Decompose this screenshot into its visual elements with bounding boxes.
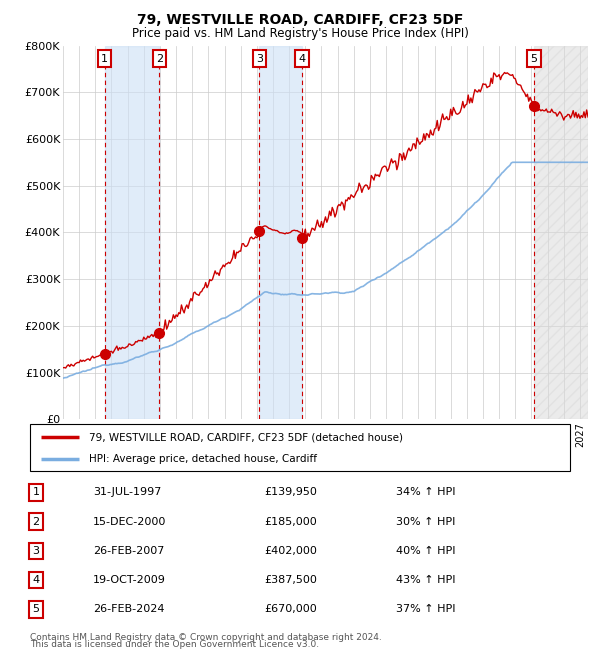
Text: 43% ↑ HPI: 43% ↑ HPI — [396, 575, 455, 585]
Text: 4: 4 — [32, 575, 40, 585]
Text: 79, WESTVILLE ROAD, CARDIFF, CF23 5DF: 79, WESTVILLE ROAD, CARDIFF, CF23 5DF — [137, 13, 463, 27]
Text: £670,000: £670,000 — [264, 604, 317, 614]
Text: £139,950: £139,950 — [264, 488, 317, 497]
Bar — [534, 46, 588, 419]
Text: £185,000: £185,000 — [264, 517, 317, 526]
Text: £402,000: £402,000 — [264, 546, 317, 556]
Text: 5: 5 — [32, 604, 40, 614]
Text: 40% ↑ HPI: 40% ↑ HPI — [396, 546, 455, 556]
Text: 2: 2 — [32, 517, 40, 526]
Text: 34% ↑ HPI: 34% ↑ HPI — [396, 488, 455, 497]
Text: 3: 3 — [32, 546, 40, 556]
Text: 26-FEB-2024: 26-FEB-2024 — [93, 604, 164, 614]
Bar — [104, 46, 159, 419]
Text: Price paid vs. HM Land Registry's House Price Index (HPI): Price paid vs. HM Land Registry's House … — [131, 27, 469, 40]
Text: 26-FEB-2007: 26-FEB-2007 — [93, 546, 164, 556]
Text: HPI: Average price, detached house, Cardiff: HPI: Average price, detached house, Card… — [89, 454, 317, 463]
Text: 31-JUL-1997: 31-JUL-1997 — [93, 488, 161, 497]
Text: 5: 5 — [530, 53, 538, 64]
Text: 1: 1 — [101, 53, 108, 64]
Text: 15-DEC-2000: 15-DEC-2000 — [93, 517, 166, 526]
Text: 4: 4 — [299, 53, 305, 64]
Text: 2: 2 — [155, 53, 163, 64]
Text: 37% ↑ HPI: 37% ↑ HPI — [396, 604, 455, 614]
Text: Contains HM Land Registry data © Crown copyright and database right 2024.: Contains HM Land Registry data © Crown c… — [30, 633, 382, 642]
Text: 79, WESTVILLE ROAD, CARDIFF, CF23 5DF (detached house): 79, WESTVILLE ROAD, CARDIFF, CF23 5DF (d… — [89, 432, 403, 442]
Text: £387,500: £387,500 — [264, 575, 317, 585]
Text: 19-OCT-2009: 19-OCT-2009 — [93, 575, 166, 585]
Text: This data is licensed under the Open Government Licence v3.0.: This data is licensed under the Open Gov… — [30, 640, 319, 649]
Bar — [259, 46, 302, 419]
Text: 30% ↑ HPI: 30% ↑ HPI — [396, 517, 455, 526]
Text: 3: 3 — [256, 53, 263, 64]
Text: 1: 1 — [32, 488, 40, 497]
FancyBboxPatch shape — [30, 424, 570, 471]
